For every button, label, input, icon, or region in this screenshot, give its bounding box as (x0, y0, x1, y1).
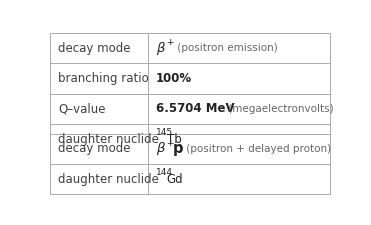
Text: decay mode: decay mode (59, 142, 131, 155)
Bar (50, 134, 331, 194)
Text: decay mode: decay mode (59, 42, 131, 55)
Text: $\beta$: $\beta$ (156, 40, 166, 57)
Text: daughter nuclide: daughter nuclide (59, 173, 159, 186)
Text: 6.5704 MeV: 6.5704 MeV (156, 102, 234, 115)
Text: +: + (167, 139, 174, 148)
Text: $\beta$: $\beta$ (156, 140, 166, 157)
Text: 100%: 100% (156, 72, 192, 85)
Text: 145: 145 (156, 128, 173, 137)
Text: Gd: Gd (167, 173, 183, 186)
Text: +: + (167, 38, 174, 47)
Text: Q–value: Q–value (59, 102, 106, 115)
Bar (50, 33, 331, 154)
Text: 144: 144 (156, 168, 173, 177)
Text: branching ratio: branching ratio (59, 72, 149, 85)
Text: p: p (173, 141, 183, 156)
Text: (positron emission): (positron emission) (174, 43, 278, 53)
Text: (megaelectronvolts): (megaelectronvolts) (225, 104, 333, 114)
Text: (positron + delayed proton): (positron + delayed proton) (183, 144, 331, 154)
Text: Tb: Tb (167, 133, 181, 146)
Text: daughter nuclide: daughter nuclide (59, 133, 159, 146)
